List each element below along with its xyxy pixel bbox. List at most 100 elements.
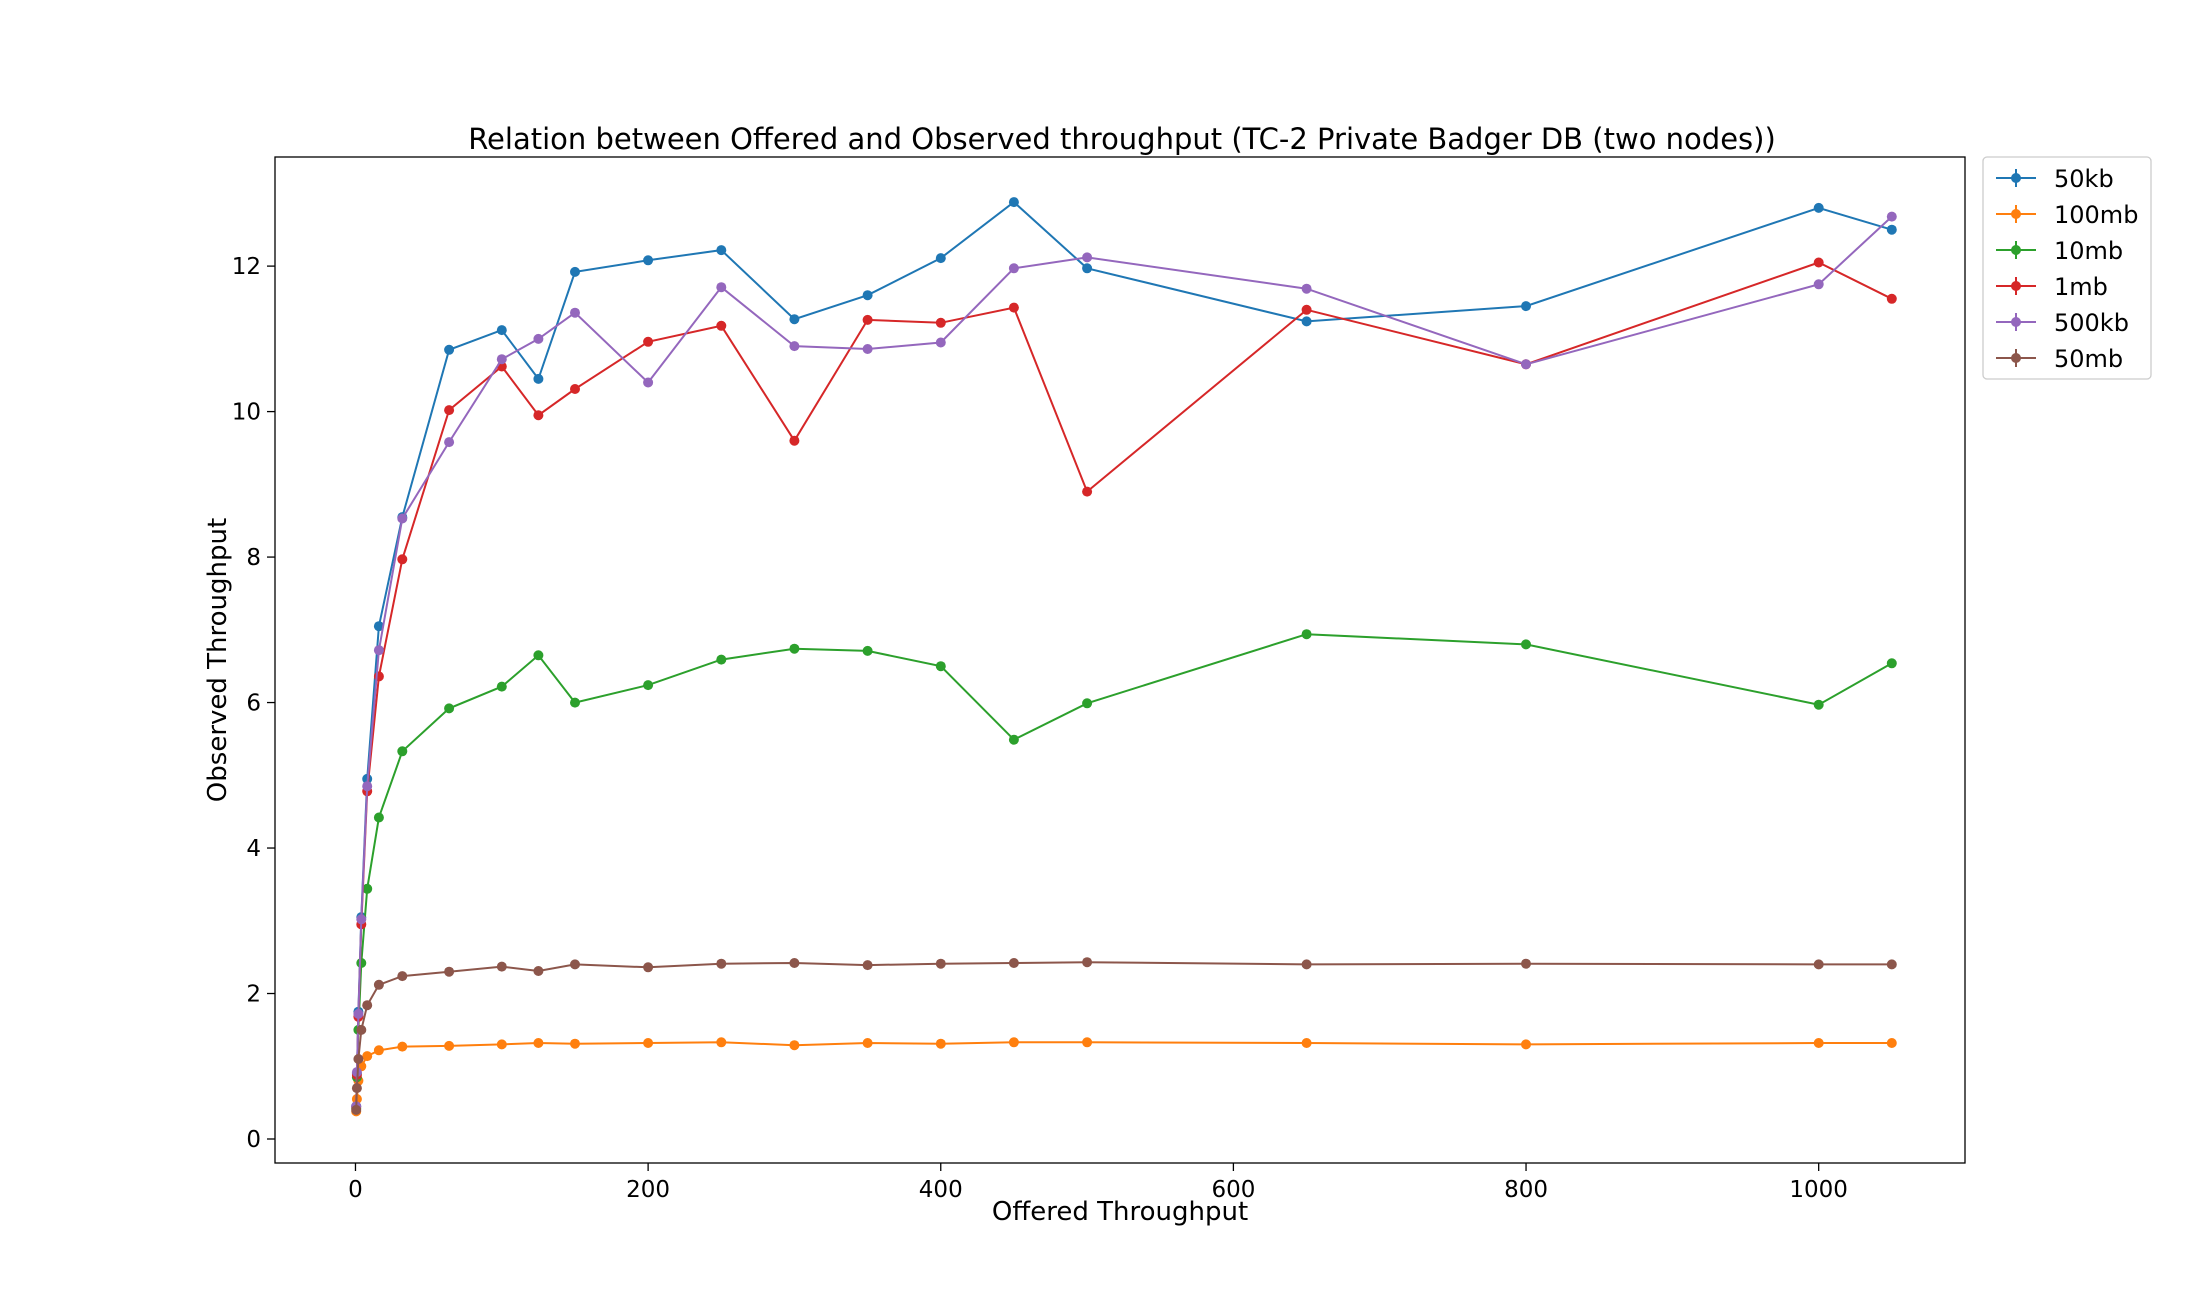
data-point-500kb [1813,279,1824,290]
data-point-50mb [373,979,384,990]
data-point-50kb [643,255,654,266]
data-point-100mb [789,1040,800,1051]
data-point-50mb [533,966,544,976]
y-tick-label: 2 [246,982,261,1008]
series-line-500kb [355,215,1893,1107]
data-point-50mb [397,971,408,982]
data-point-500kb [935,337,946,348]
data-point-500kb [373,645,384,656]
data-point-10mb [935,661,946,672]
data-point-50kb [444,344,455,355]
series-line-50mb [355,961,1892,1110]
data-point-100mb [716,1037,727,1048]
data-point-100mb [444,1040,455,1051]
data-point-500kb [1301,283,1312,294]
data-point-10mb [1301,629,1312,640]
legend-marker [2011,173,2021,183]
series-1mb [351,257,1897,1112]
data-point-50kb [570,266,580,277]
data-point-50kb [1813,202,1824,213]
x-tick-label: 200 [626,1177,670,1203]
data-point-10mb [716,654,727,665]
data-point-50kb [935,253,946,264]
series-line-50kb [355,200,1893,1107]
data-point-10mb [356,958,367,968]
data-point-10mb [444,703,455,714]
legend-item-10mb: 10mb [1996,237,2123,265]
data-point-50mb [643,962,654,973]
x-axis: 0 200 400 600 800 1000 [348,1163,1848,1203]
data-point-50mb [351,1083,362,1094]
data-point-1mb [1813,257,1824,268]
data-point-500kb [496,354,507,365]
data-point-10mb [362,883,373,894]
data-point-1mb [1082,486,1093,497]
series-line-1mb [355,261,1893,1108]
data-point-500kb [716,282,727,293]
data-point-10mb [1008,734,1019,745]
data-point-10mb [643,680,654,691]
series-50mb [351,957,1897,1115]
x-tick-label: 0 [348,1177,363,1203]
series-line-10mb [355,633,1893,1109]
data-point-500kb [444,437,455,448]
data-point-100mb [1521,1039,1531,1050]
legend-marker [2011,353,2021,363]
series-10mb [351,629,1897,1114]
y-tick-label: 0 [246,1127,261,1153]
x-tick-label: 1000 [1789,1177,1848,1203]
data-point-1mb [716,320,727,331]
data-point-50kb [1008,197,1019,208]
data-point-10mb [789,643,800,654]
data-point-10mb [1082,698,1093,709]
data-point-50mb [1082,957,1093,968]
data-point-500kb [353,1008,364,1019]
data-point-500kb [356,914,367,925]
data-point-50kb [1521,301,1531,312]
data-point-50mb [935,958,946,969]
x-tick-label: 400 [919,1177,963,1203]
data-point-10mb [1813,699,1824,710]
data-point-500kb [570,307,580,318]
data-point-1mb [643,336,654,347]
data-point-10mb [570,697,580,708]
data-point-500kb [533,333,544,344]
data-point-100mb [1301,1038,1312,1048]
data-point-500kb [397,513,408,524]
legend-frame [1982,156,2152,380]
legend-item-500kb: 500kb [1996,309,2129,337]
legend-label: 50kb [2054,165,2114,193]
x-tick-label: 800 [1504,1177,1548,1203]
legend-marker [2011,245,2021,255]
data-point-1mb [1886,293,1897,304]
data-point-50kb [496,325,507,336]
data-point-50kb [533,373,544,384]
data-point-1mb [862,314,873,325]
x-tick-label: 600 [1211,1177,1255,1203]
data-point-1mb [444,405,455,416]
data-point-500kb [362,781,373,792]
data-point-10mb [496,681,507,692]
data-point-50mb [351,1104,362,1115]
data-point-10mb [862,645,873,656]
data-point-100mb [1886,1038,1897,1048]
series-50kb [351,197,1897,1112]
y-axis: 0 2 4 6 8 10 12 [232,254,275,1153]
data-point-500kb [1082,252,1093,263]
legend-marker [2011,281,2021,291]
legend-label: 1mb [2054,273,2108,301]
legend-item-100mb: 100mb [1996,201,2138,229]
data-point-50mb [570,959,580,970]
data-point-1mb [570,384,580,394]
data-point-50mb [362,1000,373,1011]
data-point-50mb [1886,959,1897,970]
data-point-100mb [397,1041,408,1052]
data-point-500kb [643,377,654,388]
data-point-50kb [373,621,384,632]
data-point-1mb [1301,304,1312,315]
data-point-1mb [1008,302,1019,313]
data-point-50mb [353,1054,364,1064]
data-point-1mb [533,410,544,421]
data-point-50mb [862,960,873,971]
